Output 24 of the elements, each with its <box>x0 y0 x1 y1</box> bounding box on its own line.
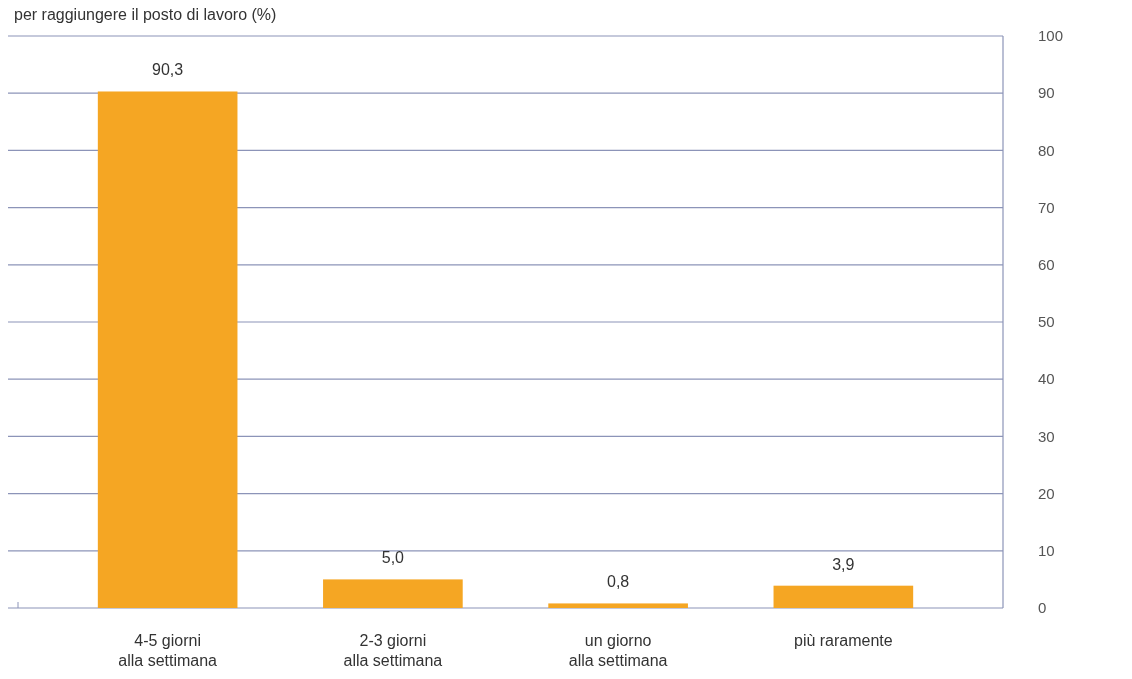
y-tick-label: 80 <box>1038 141 1055 159</box>
y-tick-label: 30 <box>1038 427 1055 445</box>
data-label: 5,0 <box>381 549 405 567</box>
bar <box>773 585 914 608</box>
y-tick-label: 60 <box>1038 256 1055 274</box>
bar <box>548 603 688 608</box>
y-tick-label: 100 <box>1038 27 1064 45</box>
data-label: 0,8 <box>606 573 630 591</box>
x-tick-label: più raramente <box>793 632 893 649</box>
y-tick-label: 10 <box>1038 542 1055 560</box>
x-tick-label: un giorno alla settimana <box>568 632 668 669</box>
y-tick-label: 0 <box>1038 599 1047 617</box>
bar <box>323 579 463 608</box>
y-tick-label: 70 <box>1038 198 1055 216</box>
data-label: 90,3 <box>152 61 184 79</box>
y-tick-label: 20 <box>1038 484 1055 502</box>
y-tick-label: 40 <box>1038 370 1055 388</box>
x-tick-label: 4-5 giorni alla settimana <box>118 632 218 669</box>
y-tick-label: 50 <box>1038 313 1055 331</box>
chart-title: per raggiungere il posto di lavoro (%) <box>14 6 277 23</box>
y-tick-label: 90 <box>1038 84 1055 102</box>
data-label: 3,9 <box>832 555 855 573</box>
bar <box>97 91 238 608</box>
x-tick-label: 2-3 giorni alla settimana <box>343 632 443 669</box>
